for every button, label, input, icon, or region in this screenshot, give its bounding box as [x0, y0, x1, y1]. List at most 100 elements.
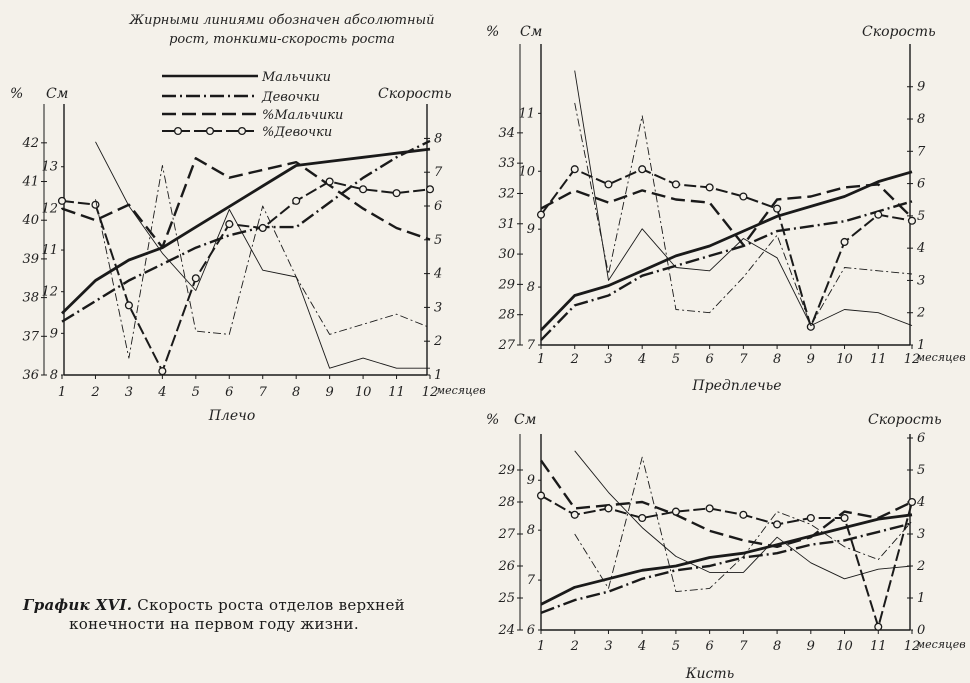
tick-label-cm: 11 [518, 106, 535, 121]
tick-label-cm: 9 [527, 473, 535, 488]
series-line-girls [540, 522, 913, 615]
figure-caption: График XVI. Скорость роста отделов верхн… [4, 596, 424, 634]
series-point-pgirls [638, 513, 647, 523]
axis-label-percent: % [10, 86, 23, 102]
series-point-pgirls [806, 513, 815, 523]
series-point-pgirls [225, 220, 234, 229]
tick-label-x: 7 [739, 352, 748, 367]
tick-label-x: 8 [292, 385, 300, 400]
series-point-pgirls [671, 507, 680, 516]
chart-title: Предплечье [691, 378, 781, 394]
tick-label-speed: 4 [916, 495, 925, 510]
series-point-pgirls [671, 180, 680, 189]
series-line-boys [61, 147, 431, 315]
series-point-pgirls [359, 185, 368, 194]
axis-label-cm: См [514, 412, 536, 428]
series-line-pboys [540, 183, 913, 247]
tick-label-percent: 27 [497, 338, 515, 353]
series-point-pgirls [124, 301, 133, 310]
legend-label-girls: Девочки [261, 90, 320, 105]
series-line-pboys [540, 459, 913, 548]
series-point-pgirls [604, 180, 613, 189]
tick-label-percent: 25 [497, 591, 515, 606]
series-point-pgirls [840, 513, 849, 523]
tick-label-cm: 8 [527, 280, 535, 295]
tick-label-percent: 36 [22, 368, 39, 383]
series-line-boys-speed [574, 70, 913, 327]
series-line-pboys [61, 157, 431, 249]
legend-label-boys: Мальчики [261, 70, 331, 85]
tick-label-x: 9 [807, 639, 815, 654]
legend-marker [237, 126, 247, 136]
series-point-pgirls [773, 204, 782, 213]
tick-label-speed: 7 [434, 165, 443, 180]
series-point-pgirls [739, 510, 748, 519]
tick-label-cm: 9 [527, 222, 535, 237]
chart-predplechye: % См Скорость27282930313233347891011123456… [486, 24, 966, 394]
tick-label-x: 6 [705, 352, 713, 367]
tick-label-percent: 31 [498, 217, 515, 232]
tick-label-percent: 41 [21, 175, 39, 190]
tick-label-speed: 8 [917, 112, 925, 127]
tick-label-speed: 3 [434, 300, 442, 315]
tick-label-x: 10 [836, 639, 853, 654]
legend-marker [173, 126, 183, 136]
series-point-pgirls [191, 274, 200, 283]
caption-lead: График XVI. [23, 596, 133, 614]
chart-title: Плечо [208, 408, 256, 424]
series-line-girls-speed [95, 165, 431, 359]
tick-label-x: 2 [570, 352, 579, 367]
tick-label-speed: 4 [433, 267, 442, 282]
series-line-boys-speed [574, 450, 913, 580]
tick-label-speed: 4 [916, 241, 925, 256]
tick-label-x: 7 [739, 639, 748, 654]
series-point-pgirls [907, 216, 917, 225]
tick-label-speed: 2 [433, 334, 442, 349]
tick-label-x: 10 [355, 385, 372, 400]
tick-label-x: 1 [537, 352, 545, 367]
tick-label-percent: 26 [497, 559, 515, 574]
tick-label-x: 3 [604, 639, 612, 654]
axis-label-percent: % [486, 24, 499, 40]
tick-label-cm: 8 [527, 523, 535, 538]
tick-label-speed: 5 [434, 233, 442, 248]
tick-label-percent: 40 [21, 213, 39, 228]
series-point-pgirls [907, 497, 917, 507]
series-point-pgirls [292, 196, 301, 205]
series-point-pgirls [536, 210, 546, 219]
chart-plecho: % См Скорость36373839404142891211121312345… [10, 86, 486, 424]
axis-label-speed: Скорость [862, 24, 936, 40]
tick-label-x: 4 [637, 639, 646, 654]
series-point-pgirls [874, 210, 883, 219]
tick-label-percent: 39 [22, 252, 39, 267]
tick-label-x: 4 [157, 385, 166, 400]
series-point-pgirls [638, 165, 647, 174]
tick-label-cm: 9 [50, 326, 58, 341]
tick-label-speed: 0 [917, 623, 925, 638]
series-point-pgirls [604, 504, 613, 513]
tick-label-cm: 7 [527, 338, 536, 353]
series-line-pgirls [61, 180, 431, 373]
tick-label-x: 3 [125, 385, 133, 400]
legend-marker [205, 126, 215, 136]
axis-label-cm: См [46, 86, 68, 102]
tick-label-percent: 30 [498, 247, 515, 262]
axis-label-speed: Скорость [378, 86, 452, 102]
series-line-pgirls [540, 494, 913, 628]
series-point-pgirls [570, 165, 579, 174]
tick-label-x: 11 [870, 639, 887, 654]
tick-label-percent: 33 [498, 156, 515, 171]
tick-label-percent: 32 [498, 186, 515, 201]
series-point-pgirls [425, 185, 435, 194]
tick-label-x: 2 [570, 639, 579, 654]
tick-label-x: 7 [259, 385, 268, 400]
tick-label-cm: 12 [41, 285, 58, 300]
tick-label-cm: 6 [527, 623, 535, 638]
series-point-pgirls [705, 183, 714, 192]
series-point-pgirls [874, 622, 883, 631]
tick-label-speed: 1 [917, 591, 925, 606]
tick-label-cm: 13 [41, 160, 58, 175]
tick-label-speed: 5 [917, 209, 925, 224]
tick-label-speed: 1 [434, 368, 442, 383]
